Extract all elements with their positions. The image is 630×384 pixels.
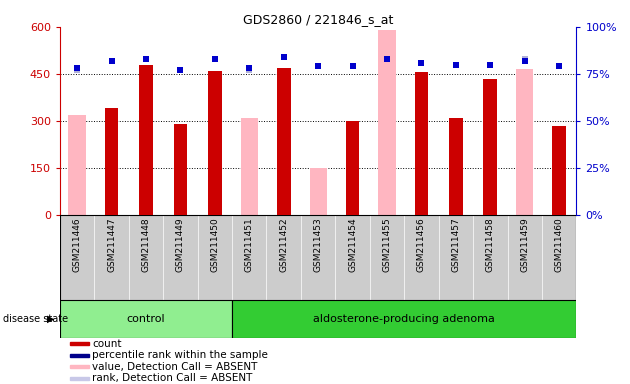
Bar [173,124,187,215]
Text: GSM211450: GSM211450 [210,218,219,272]
Bar [198,215,232,300]
Bar [94,215,129,300]
Text: ▶: ▶ [47,314,55,324]
Bar [266,215,301,300]
Text: disease state: disease state [3,314,68,324]
Text: GSM211447: GSM211447 [107,218,116,272]
Bar [508,215,542,300]
Text: GSM211454: GSM211454 [348,218,357,272]
Text: GSM211451: GSM211451 [245,218,254,272]
Bar [404,215,438,300]
Title: GDS2860 / 221846_s_at: GDS2860 / 221846_s_at [243,13,393,26]
Text: GSM211459: GSM211459 [520,218,529,272]
Bar [516,69,534,215]
Text: GSM211448: GSM211448 [142,218,151,272]
Text: percentile rank within the sample: percentile rank within the sample [92,350,268,360]
Bar [232,300,576,338]
Bar [335,215,370,300]
Bar [208,71,222,215]
Bar [60,300,232,338]
Bar [483,79,497,215]
Bar [277,68,290,215]
Text: aldosterone-producing adenoma: aldosterone-producing adenoma [313,314,495,324]
Bar [346,121,360,215]
Bar [69,115,86,215]
Bar [70,365,89,368]
Bar [139,65,153,215]
Text: GSM211446: GSM211446 [72,218,81,272]
Bar [542,215,576,300]
Text: GSM211456: GSM211456 [417,218,426,272]
Text: value, Detection Call = ABSENT: value, Detection Call = ABSENT [92,362,257,372]
Bar [379,30,396,215]
Bar [163,215,198,300]
Bar [105,108,118,215]
Bar [370,215,404,300]
Bar [70,342,89,345]
Bar [553,126,566,215]
Text: control: control [127,314,165,324]
Text: GSM211453: GSM211453 [314,218,323,272]
Text: GSM211455: GSM211455 [382,218,391,272]
Text: rank, Detection Call = ABSENT: rank, Detection Call = ABSENT [92,373,252,383]
Bar [415,72,428,215]
Bar [449,118,463,215]
Bar [438,215,473,300]
Text: count: count [92,339,122,349]
Text: GSM211449: GSM211449 [176,218,185,272]
Bar [232,215,266,300]
Bar [241,118,258,215]
Text: GSM211458: GSM211458 [486,218,495,272]
Bar [129,215,163,300]
Text: GSM211457: GSM211457 [452,218,461,272]
Bar [70,354,89,357]
Bar [60,215,94,300]
Text: GSM211452: GSM211452 [279,218,288,272]
Bar [70,377,89,380]
Text: GSM211460: GSM211460 [555,218,564,272]
Bar [309,168,327,215]
Bar [473,215,508,300]
Bar [301,215,335,300]
